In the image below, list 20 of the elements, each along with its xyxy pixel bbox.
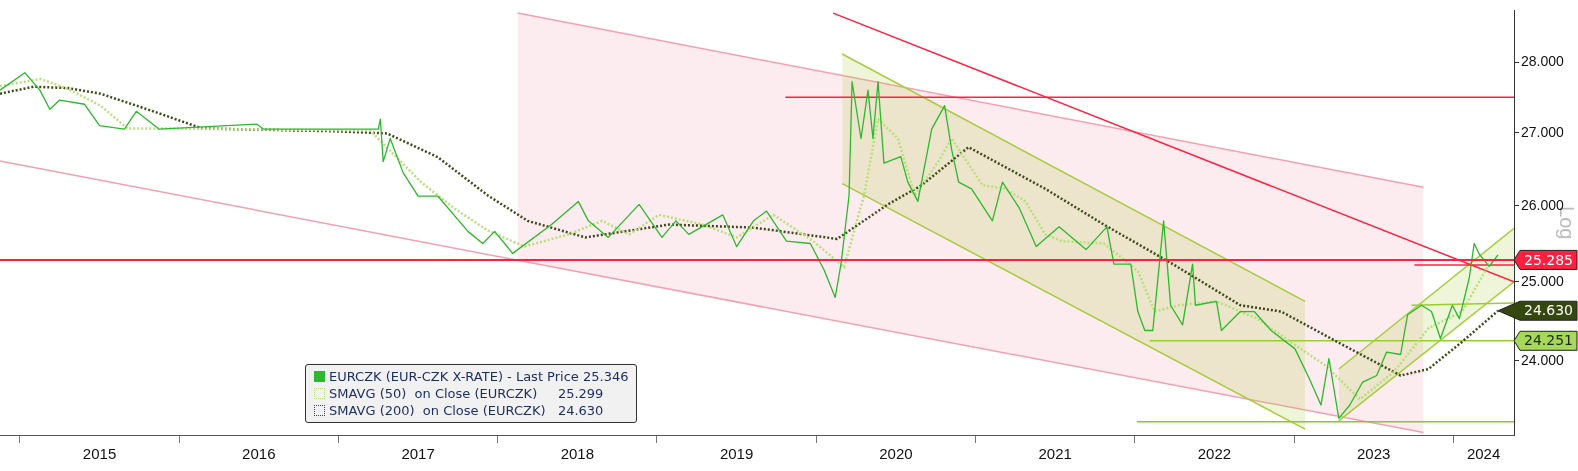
y-tick-label: 25.000 [1521, 272, 1565, 289]
annotation: 24.251 [1524, 332, 1573, 349]
x-tick-label: 2021 [1038, 445, 1072, 463]
legend-label: EURCZK (EUR-CZK X-RATE) - Last Price 25.346 [329, 368, 629, 385]
x-tick-label: 2020 [879, 445, 913, 463]
x-tick-label: 2017 [401, 445, 435, 463]
x-tick-label: 2015 [82, 445, 117, 463]
y-tick-label: 24.000 [1521, 351, 1565, 368]
x-tick-label: 2022 [1197, 445, 1232, 463]
x-tick-label: 2016 [242, 445, 276, 463]
x-tick-label: 2019 [719, 445, 754, 463]
x-tick-label: 2024 [1466, 445, 1501, 463]
ref-line-label: 25.285 [1524, 251, 1573, 268]
y-tick-label: 28.000 [1521, 53, 1565, 70]
legend-label: SMAVG (200) on Close (EURCZK) 24.630 [329, 402, 604, 419]
x-tick-label: 2018 [560, 445, 595, 463]
annotation: 24.630 [1524, 302, 1573, 319]
y-tick-label: 27.000 [1521, 123, 1565, 140]
x-tick-label: 2023 [1357, 445, 1391, 463]
legend-label: SMAVG (50) on Close (EURCZK) 25.299 [329, 385, 604, 402]
